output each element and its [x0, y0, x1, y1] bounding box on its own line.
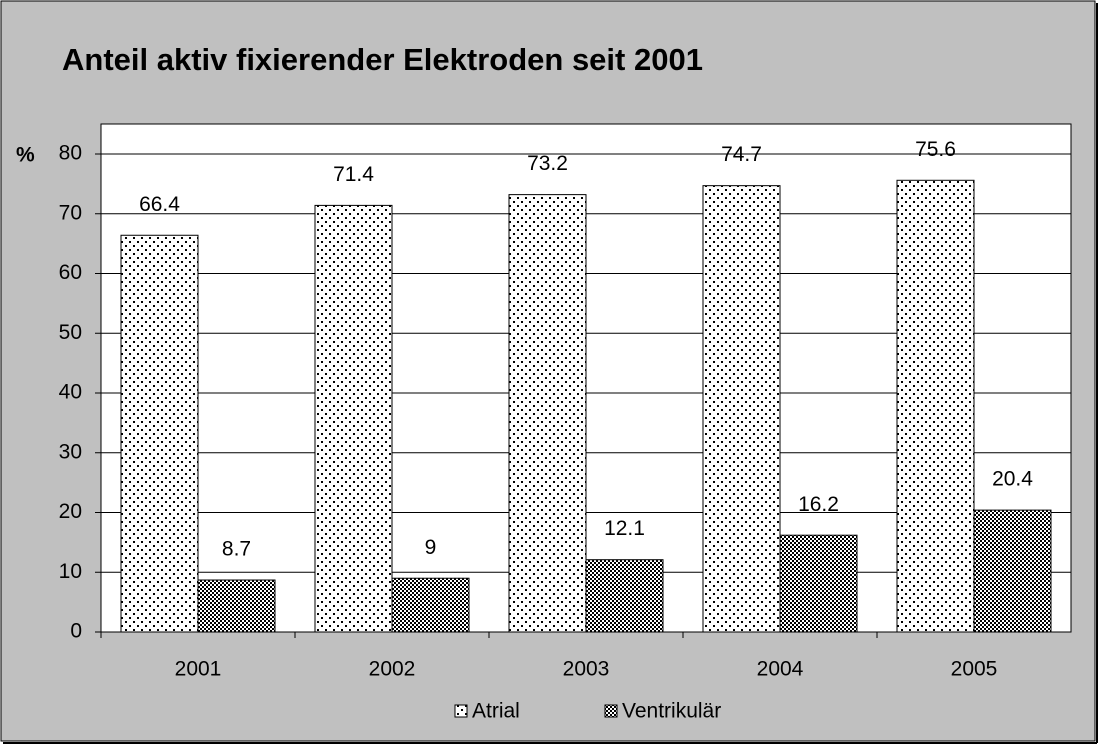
x-tick-label: 2004: [757, 658, 804, 681]
y-tick-label: 80: [59, 142, 82, 165]
y-tick-label: 30: [59, 440, 82, 463]
data-label: 75.6: [915, 138, 956, 161]
data-label: 71.4: [333, 163, 374, 186]
x-tick-label: 2002: [369, 658, 416, 681]
y-tick-label: 0: [70, 620, 82, 643]
bar: [508, 194, 587, 633]
bar: [702, 185, 781, 633]
bar: [585, 559, 664, 633]
bar: [779, 534, 858, 633]
y-tick-label: 10: [59, 560, 82, 583]
legend-label: Ventrikulär: [622, 700, 721, 723]
data-label: 8.7: [222, 538, 251, 561]
y-tick-label: 50: [59, 321, 82, 344]
data-label: 12.1: [604, 517, 645, 540]
data-label: 20.4: [992, 468, 1033, 491]
bar: [120, 234, 199, 633]
bar: [973, 509, 1052, 633]
data-label: 66.4: [139, 193, 180, 216]
x-tick-label: 2005: [951, 658, 998, 681]
data-label: 9: [425, 536, 437, 559]
legend-label: Atrial: [472, 700, 520, 723]
bar: [314, 204, 393, 633]
legend-swatch: [454, 704, 468, 718]
y-tick-label: 40: [59, 381, 82, 404]
legend-swatch: [604, 704, 618, 718]
y-tick-label: 60: [59, 261, 82, 284]
data-label: 16.2: [798, 493, 839, 516]
chart-title: Anteil aktiv fixierender Elektroden seit…: [62, 42, 703, 77]
bar: [197, 579, 276, 633]
x-tick-label: 2001: [175, 658, 222, 681]
y-tick-label: 20: [59, 500, 82, 523]
data-label: 73.2: [527, 152, 568, 175]
y-axis-label: %: [16, 144, 35, 167]
bar: [896, 179, 975, 633]
data-label: 74.7: [721, 143, 762, 166]
y-tick-label: 70: [59, 201, 82, 224]
bar: [391, 577, 470, 633]
x-tick-label: 2003: [563, 658, 610, 681]
